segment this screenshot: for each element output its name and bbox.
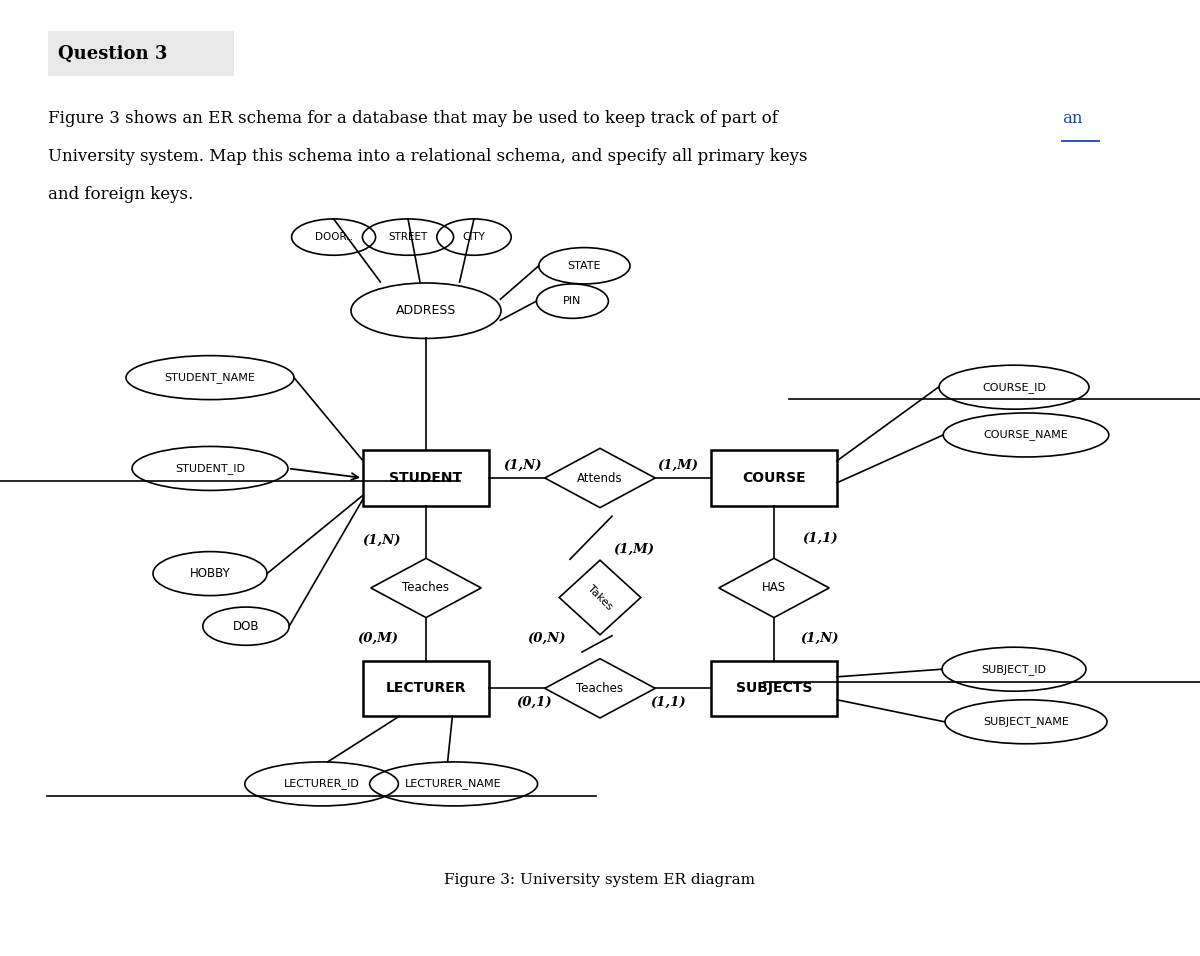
Text: Teaches: Teaches bbox=[576, 682, 624, 695]
Bar bbox=[364, 661, 490, 716]
Text: Figure 3: University system ER diagram: Figure 3: University system ER diagram bbox=[444, 873, 756, 886]
Text: ADDRESS: ADDRESS bbox=[396, 304, 456, 317]
Text: PIN: PIN bbox=[563, 296, 582, 306]
Text: SUBJECTS: SUBJECTS bbox=[736, 682, 812, 695]
Text: LECTURER_ID: LECTURER_ID bbox=[283, 778, 360, 790]
Text: STUDENT: STUDENT bbox=[390, 471, 462, 485]
Text: (1,M): (1,M) bbox=[658, 459, 698, 472]
Text: Figure 3 shows an ER schema for a database that may be used to keep track of par: Figure 3 shows an ER schema for a databa… bbox=[48, 110, 784, 127]
Text: LECTURER: LECTURER bbox=[385, 682, 467, 695]
Bar bbox=[710, 661, 838, 716]
Text: SUBJECT_ID: SUBJECT_ID bbox=[982, 663, 1046, 675]
Text: COURSE: COURSE bbox=[742, 471, 806, 485]
Text: COURSE_NAME: COURSE_NAME bbox=[984, 429, 1068, 441]
Text: HOBBY: HOBBY bbox=[190, 567, 230, 580]
Bar bbox=[364, 450, 490, 506]
Text: (1,1): (1,1) bbox=[650, 696, 686, 709]
Text: SUBJECT_NAME: SUBJECT_NAME bbox=[983, 716, 1069, 728]
Text: HAS: HAS bbox=[762, 581, 786, 595]
Text: (1,M): (1,M) bbox=[613, 543, 654, 556]
Text: (0,1): (0,1) bbox=[516, 696, 552, 709]
Text: and foreign keys.: and foreign keys. bbox=[48, 186, 193, 204]
Text: DOB: DOB bbox=[233, 619, 259, 633]
Text: (1,N): (1,N) bbox=[503, 459, 541, 472]
Text: (0,N): (0,N) bbox=[527, 632, 565, 645]
Text: STREET: STREET bbox=[389, 232, 427, 242]
Text: COURSE_ID: COURSE_ID bbox=[982, 381, 1046, 393]
Text: LECTURER_NAME: LECTURER_NAME bbox=[406, 778, 502, 790]
FancyBboxPatch shape bbox=[48, 31, 234, 76]
Text: Attends: Attends bbox=[577, 471, 623, 485]
Text: Takes: Takes bbox=[586, 583, 614, 612]
Bar bbox=[710, 450, 838, 506]
Text: STUDENT_ID: STUDENT_ID bbox=[175, 463, 245, 474]
Text: an: an bbox=[1062, 110, 1082, 127]
Text: University system. Map this schema into a relational schema, and specify all pri: University system. Map this schema into … bbox=[48, 148, 808, 165]
Text: STATE: STATE bbox=[568, 261, 601, 271]
Text: DOOR..: DOOR.. bbox=[314, 232, 353, 242]
Text: (1,N): (1,N) bbox=[800, 632, 839, 645]
Text: (1,N): (1,N) bbox=[362, 533, 401, 547]
Text: Teaches: Teaches bbox=[402, 581, 450, 595]
Text: STUDENT_NAME: STUDENT_NAME bbox=[164, 372, 256, 383]
Text: (1,1): (1,1) bbox=[802, 532, 838, 545]
Text: (0,M): (0,M) bbox=[358, 632, 398, 645]
Text: CITY: CITY bbox=[462, 232, 486, 242]
Text: Question 3: Question 3 bbox=[58, 45, 167, 62]
